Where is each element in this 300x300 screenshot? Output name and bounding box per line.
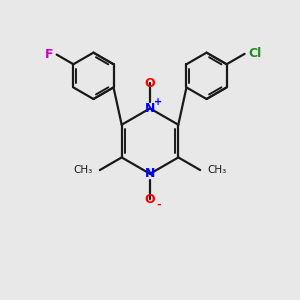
Text: F: F [45,48,54,61]
Text: N: N [145,102,155,115]
Text: Cl: Cl [248,47,262,60]
Text: N: N [145,167,155,180]
Text: CH₃: CH₃ [208,165,227,175]
Text: O: O [145,193,155,206]
Text: -: - [156,200,160,209]
Text: O: O [145,76,155,90]
Text: +: + [154,98,162,107]
Text: CH₃: CH₃ [73,165,92,175]
